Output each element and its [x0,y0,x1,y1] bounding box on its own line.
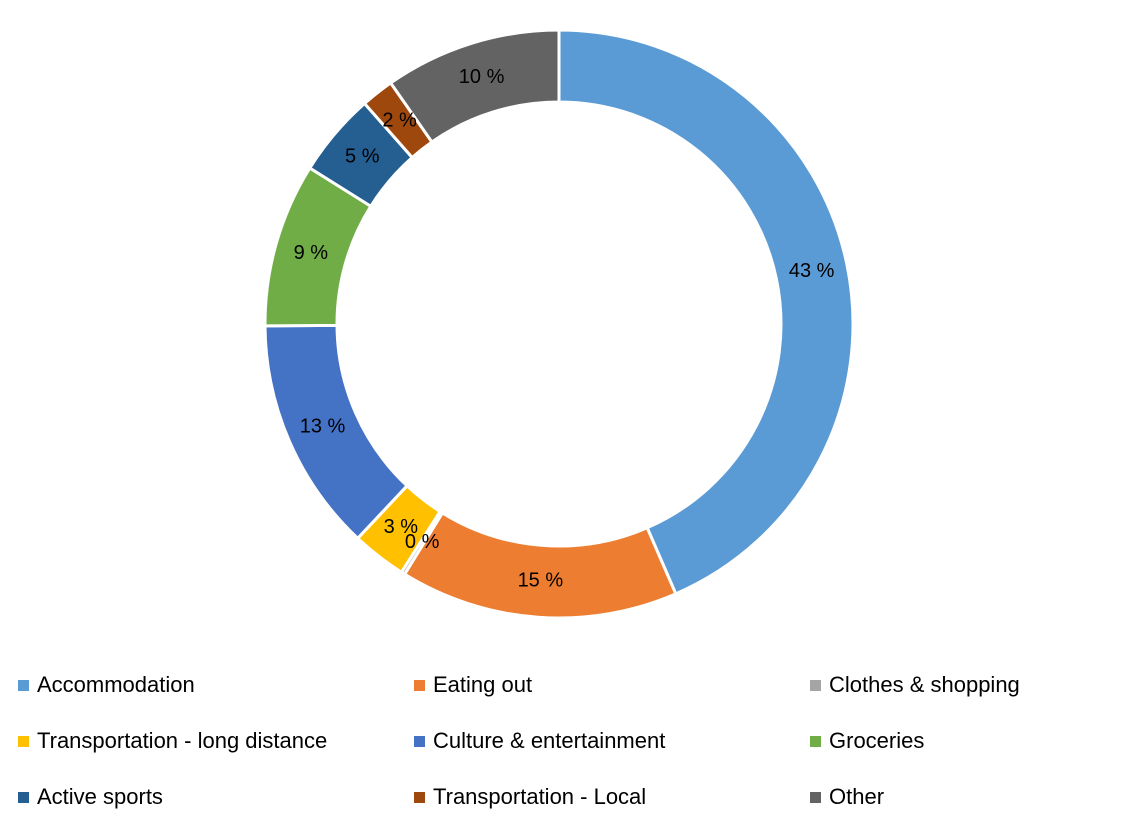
data-label-groceries: 9 % [294,242,329,264]
slice-other [388,28,561,145]
data-label-culture-and-entertainment: 13 % [300,415,346,437]
slice-accommodation [557,28,855,596]
data-label-accommodation: 43 % [789,260,835,282]
legend-item-clothes-and-shopping: Clothes & shopping [810,672,1108,698]
legend-item-eating-out: Eating out [414,672,810,698]
data-label-transportation-local: 2 % [382,109,417,131]
legend-swatch [18,791,29,803]
legend-item-culture-and-entertainment: Culture & entertainment [414,728,810,754]
data-label-clothes-and-shopping: 0 % [405,531,440,553]
legend-label: Accommodation [37,672,195,697]
legend-item-active-sports: Active sports [18,784,414,810]
legend-swatch [18,679,29,691]
legend-item-groceries: Groceries [810,728,1108,754]
legend-swatch [18,735,29,747]
legend-label: Clothes & shopping [829,672,1020,697]
legend-swatch [810,791,821,803]
donut-chart: 43 % 15 % 0 %3 % 13 % 9 % 5 %2 % 10 % [263,28,855,620]
legend-label: Transportation - long distance [37,728,328,753]
data-label-active-sports: 5 % [345,145,380,167]
legend-swatch [810,735,821,747]
legend-label: Other [829,784,885,809]
donut-slices [263,28,855,620]
data-label-other: 10 % [459,66,505,88]
data-label-eating-out: 15 % [518,570,564,592]
legend-item-transportation-local: Transportation - Local [414,784,810,810]
slice-eating-out [402,510,678,620]
legend-item-accommodation: Accommodation [18,672,414,698]
data-label-transportation-long-distance: 3 % [384,516,419,538]
legend-item-other: Other [810,784,1108,810]
legend-label: Transportation - Local [433,784,647,809]
legend-label: Eating out [433,672,533,697]
legend-swatch [414,735,425,747]
legend-swatch [414,679,425,691]
legend-label: Culture & entertainment [433,728,666,753]
legend: Accommodation Eating out Clothes & shoppin… [18,672,1108,810]
data-labels: 43 % 15 % 0 %3 % 13 % 9 % 5 %2 % 10 % [294,66,835,591]
legend-swatch [810,679,821,691]
legend-label: Groceries [829,728,925,753]
legend-swatch [414,791,425,803]
legend-label: Active sports [37,784,163,809]
legend-item-transportation-long-distance: Transportation - long distance [18,728,414,754]
